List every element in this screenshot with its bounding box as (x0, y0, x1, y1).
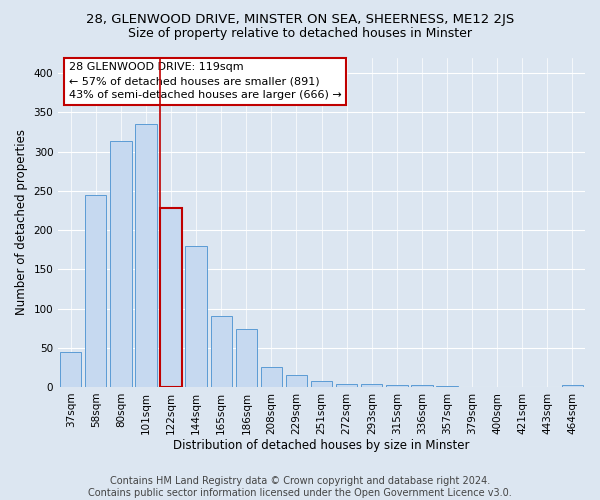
Bar (336, 384, 358, 387)
Y-axis label: Number of detached properties: Number of detached properties (15, 129, 28, 315)
X-axis label: Distribution of detached houses by size in Minster: Distribution of detached houses by size … (173, 440, 470, 452)
Bar (311, 380, 332, 387)
Bar (436, 386, 458, 387)
Bar (411, 386, 433, 387)
Bar (261, 368, 282, 387)
Text: 28, GLENWOOD DRIVE, MINSTER ON SEA, SHEERNESS, ME12 2JS: 28, GLENWOOD DRIVE, MINSTER ON SEA, SHEE… (86, 12, 514, 26)
Bar (185, 246, 207, 387)
Text: Contains HM Land Registry data © Crown copyright and database right 2024.
Contai: Contains HM Land Registry data © Crown c… (88, 476, 512, 498)
Text: Size of property relative to detached houses in Minster: Size of property relative to detached ho… (128, 28, 472, 40)
Bar (160, 208, 182, 387)
Bar (386, 384, 407, 387)
Bar (211, 316, 232, 387)
Bar (286, 375, 307, 387)
Bar (60, 352, 82, 387)
Bar (236, 329, 257, 387)
Bar (136, 124, 157, 387)
Bar (361, 384, 382, 387)
Bar (110, 142, 131, 387)
Bar (85, 195, 106, 387)
Bar (562, 386, 583, 387)
Text: 28 GLENWOOD DRIVE: 119sqm
← 57% of detached houses are smaller (891)
43% of semi: 28 GLENWOOD DRIVE: 119sqm ← 57% of detac… (69, 62, 341, 100)
